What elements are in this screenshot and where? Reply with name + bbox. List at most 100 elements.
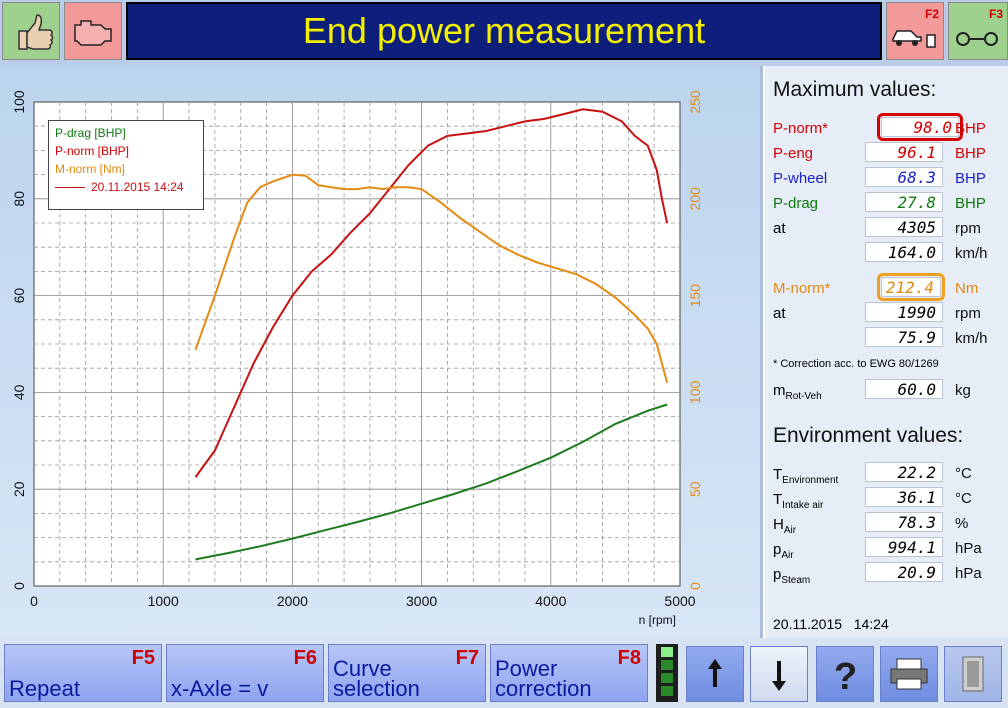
env-row-steam: pSteam	[773, 566, 810, 586]
up-button[interactable]	[686, 646, 744, 702]
y-left-tick-label: 40	[11, 384, 27, 400]
m-max-rpm-value: 1990	[865, 302, 943, 322]
y-left-tick-label: 60	[11, 288, 27, 304]
env-intake-unit: °C	[955, 490, 972, 507]
ok-button[interactable]	[2, 2, 60, 60]
x-tick-label: 5000	[664, 593, 695, 609]
x-tick-label: 1000	[148, 593, 179, 609]
f8-key-label: F8	[617, 647, 641, 669]
environment-heading: Environment values:	[773, 424, 964, 447]
p-eng-unit: BHP	[955, 145, 986, 162]
env-temp-value: 22.2	[865, 462, 943, 482]
env-pressure-symbol: p	[773, 541, 782, 558]
chart-panel: 0 1000 2000 3000 4000 5000 0 20 40 60 80 100 0 50 100 1…	[0, 66, 763, 638]
mrot-subscript: Rot-Veh	[785, 391, 822, 402]
env-humidity-value: 78.3	[865, 512, 943, 532]
p-wheel-unit: BHP	[955, 170, 986, 187]
correction-note: * Correction acc. to EWG 80/1269	[773, 358, 939, 370]
env-humidity-unit: %	[955, 515, 969, 532]
values-panel: Maximum values: P-norm* 98.0 BHP P-eng 9…	[763, 66, 1008, 638]
y-right-tick-label: 250	[687, 90, 703, 114]
repeat-label: Repeat	[9, 676, 80, 701]
y-right-tick-label: 100	[687, 381, 703, 405]
p-drag-unit: BHP	[955, 195, 986, 212]
f2-key-label: F2	[924, 7, 939, 21]
env-intake-symbol: T	[773, 491, 783, 508]
x-tick-label: 3000	[406, 593, 437, 609]
env-pressure-unit: hPa	[955, 540, 982, 557]
printer-icon	[890, 658, 928, 690]
y-left-tick-label: 80	[11, 191, 27, 207]
y-right-tick-label: 150	[687, 284, 703, 308]
m-max-rpm-unit: rpm	[955, 305, 981, 322]
m-max-speed-value: 75.9	[865, 327, 943, 347]
legend-entry-p-norm: P-norm [BHP]	[55, 144, 130, 158]
mrot-unit: kg	[955, 382, 971, 399]
repeat-button[interactable]: F5 Repeat	[4, 644, 162, 702]
env-temp-unit: °C	[955, 465, 972, 482]
m-norm-at-label: at	[773, 305, 786, 322]
p-wheel-label: P-wheel	[773, 170, 828, 187]
p-norm-value: 98.0	[877, 113, 963, 141]
p-max-rpm-value: 4305	[865, 217, 943, 237]
env-steam-symbol: p	[773, 566, 782, 583]
print-button[interactable]	[880, 646, 938, 702]
power-correction-button[interactable]: F8 Power correction	[490, 644, 648, 702]
x-tick-label: 2000	[277, 593, 308, 609]
f3-key-label: F3	[988, 7, 1003, 21]
y-right-tick-label: 50	[687, 481, 703, 497]
f3-roller-button[interactable]: F3	[948, 2, 1008, 60]
mrot-label: mRot-Veh	[773, 382, 822, 402]
legend-entry-m-norm: M-norm [Nm]	[55, 162, 125, 176]
m-norm-unit: Nm	[955, 280, 979, 297]
exit-button[interactable]	[944, 646, 1002, 702]
env-temp-sub: Environment	[782, 475, 839, 486]
function-bar: F5 Repeat F6 x-Axle = v F7 Curve selecti…	[0, 638, 1008, 708]
m-norm-value: 212.4	[877, 273, 945, 301]
env-humidity-symbol: H	[773, 516, 784, 533]
p-drag-label: P-drag	[773, 195, 819, 212]
p-drag-value: 27.8	[865, 192, 943, 212]
m-max-speed-unit: km/h	[955, 330, 988, 347]
x-axis-label: n [rpm]	[639, 613, 676, 627]
f7-key-label: F7	[455, 647, 479, 669]
f5-key-label: F5	[131, 647, 155, 669]
series-line-p-drag	[195, 403, 668, 561]
power-chart: 0 1000 2000 3000 4000 50000204060801000501001…	[11, 90, 703, 627]
roller-icon	[956, 32, 998, 46]
series-line-m-norm	[194, 173, 669, 383]
thumbs-up-icon	[18, 14, 54, 50]
env-intake-value: 36.1	[865, 487, 943, 507]
y-right-tick-label: 0	[687, 582, 703, 590]
help-button[interactable]: ?	[816, 646, 874, 702]
x-tick-label: 4000	[535, 593, 566, 609]
status-light	[656, 644, 678, 702]
p-drag-at-label: at	[773, 220, 786, 237]
y-left-tick-label: 0	[11, 582, 27, 590]
p-eng-value: 96.1	[865, 142, 943, 162]
env-steam-sub: Steam	[781, 575, 811, 586]
env-humidity-sub: Air	[783, 525, 797, 536]
mrot-value: 60.0	[865, 379, 943, 399]
curve-selection-label: Curve selection	[333, 656, 420, 701]
up-arrow-icon	[708, 659, 722, 687]
f6-key-label: F6	[293, 647, 317, 669]
env-pressure-sub: Air	[781, 550, 794, 561]
curve-selection-button[interactable]: F7 Curve selection	[328, 644, 486, 702]
max-values-heading: Maximum values:	[773, 78, 937, 101]
engine-button[interactable]	[64, 2, 122, 60]
down-button[interactable]	[750, 646, 808, 702]
env-steam-value: 20.9	[865, 562, 943, 582]
engine-icon	[74, 20, 112, 46]
env-row-pressure: pAir	[773, 541, 794, 561]
car-on-dyno-icon	[892, 30, 936, 48]
x-axle-label: x-Axle = v	[171, 676, 269, 701]
down-arrow-icon	[772, 661, 786, 691]
p-norm-unit: BHP	[955, 120, 986, 137]
chart-legend: P-drag [BHP] P-norm [BHP] M-norm [Nm] 20…	[48, 120, 204, 210]
series-line-p-norm	[194, 108, 669, 478]
f2-dyno-button[interactable]: F2	[886, 2, 944, 60]
p-wheel-value: 68.3	[865, 167, 943, 187]
y-left-tick-label: 20	[11, 481, 27, 497]
x-axle-button[interactable]: F6 x-Axle = v	[166, 644, 324, 702]
